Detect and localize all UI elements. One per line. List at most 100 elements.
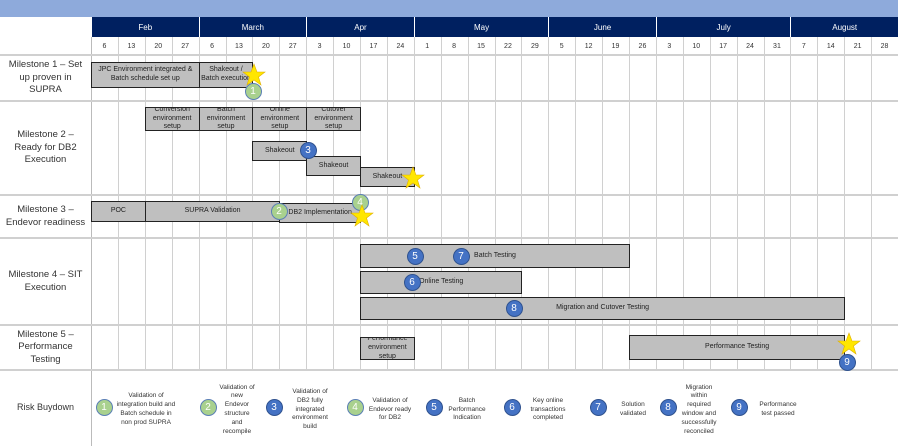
- week-label: 10: [342, 42, 351, 50]
- row-label: Milestone 5 – Performance Testing: [17, 328, 74, 365]
- marker-8-icon: 8: [505, 299, 523, 317]
- task-bar: SUPRA Validation: [144, 201, 281, 222]
- risk-marker-5-icon: 5: [425, 399, 443, 416]
- week-label: 7: [801, 42, 806, 50]
- marker-6-icon: 6: [403, 273, 421, 291]
- marker-1-icon: 1: [244, 82, 262, 100]
- risk-marker-8-icon: 8: [659, 399, 677, 416]
- grid-line: [709, 37, 711, 370]
- week-label: 13: [127, 42, 136, 50]
- month-header: June: [548, 17, 656, 37]
- grid-line: [413, 37, 415, 370]
- month-header: March: [198, 17, 307, 37]
- task-bar: Shakeout: [252, 141, 308, 161]
- week-label: 12: [584, 42, 593, 50]
- task-bar: Shakeout / Batch execution: [198, 62, 254, 88]
- grid-line: [440, 37, 442, 370]
- week-label: 10: [692, 42, 701, 50]
- row-divider: [0, 369, 898, 371]
- month-header: May: [413, 17, 549, 37]
- task-bar: Online Testing: [360, 271, 523, 294]
- week-label: 27: [288, 42, 297, 50]
- risk-description: Solution validated: [619, 401, 647, 417]
- month-header: July: [655, 17, 791, 37]
- week-label: 24: [746, 42, 754, 50]
- task-bar: Performance environment setup: [360, 337, 415, 360]
- grid-line: [575, 37, 577, 370]
- risk-description: Validation of DB2 fully integrated envir…: [292, 388, 328, 431]
- milestone-star-icon: [401, 166, 425, 190]
- grid-line: [494, 37, 496, 370]
- grid-line: [763, 37, 765, 370]
- week-label: 24: [396, 42, 405, 50]
- week-label: 28: [880, 42, 889, 50]
- week-label: 17: [369, 42, 378, 50]
- grid-line: [629, 37, 630, 370]
- grid-line: [521, 37, 523, 370]
- risk-description: Validation of new Endevor structure and …: [219, 383, 255, 435]
- row-divider: [0, 237, 898, 239]
- week-label: 3: [667, 42, 672, 50]
- title-band: [0, 0, 898, 17]
- week-label: 3: [317, 42, 322, 50]
- risk-description: Validation of integration build and Batc…: [116, 392, 176, 426]
- task-bar: Shakeout: [360, 167, 415, 187]
- marker-3-icon: 3: [299, 141, 317, 159]
- task-bar: Conversion environment setup: [144, 107, 200, 131]
- task-bar: POC: [91, 201, 146, 222]
- week-label: 14: [826, 42, 835, 50]
- week-label: 8: [452, 42, 457, 50]
- task-bar: Cutover environment setup: [306, 107, 361, 131]
- marker-7-icon: 7: [452, 247, 470, 265]
- risk-marker-7-icon: 7: [589, 399, 607, 416]
- week-label: 5: [559, 42, 564, 50]
- risk-description: Batch Performance Indication: [448, 396, 486, 422]
- task-bar: Migration and Cutover Testing: [360, 297, 846, 320]
- week-label: 15: [477, 42, 485, 50]
- grid-line: [790, 37, 792, 370]
- week-label: 26: [638, 42, 647, 50]
- grid-line: [871, 37, 873, 370]
- task-bar: Batch environment setup: [198, 107, 254, 131]
- week-label: 19: [611, 42, 620, 50]
- milestone-star-icon: [242, 63, 266, 87]
- risk-marker-1-icon: 1: [95, 399, 113, 416]
- week-label: 13: [235, 42, 243, 50]
- risk-marker-3-icon: 3: [265, 399, 283, 416]
- risk-marker-4-icon: 4: [346, 399, 364, 416]
- grid-line: [655, 37, 657, 370]
- milestone-star-icon: [350, 204, 374, 228]
- grid-line: [548, 37, 550, 370]
- week-label: 21: [853, 42, 862, 50]
- task-bar: Performance Testing: [629, 335, 846, 360]
- week-label: 27: [181, 42, 190, 50]
- row-label: Milestone 3 – Endevor readiness: [5, 204, 86, 228]
- marker-5-icon: 5: [406, 247, 424, 265]
- row-divider: [0, 54, 898, 56]
- row-label: Risk Buydown: [16, 402, 75, 413]
- marker-9-icon: 9: [838, 353, 856, 371]
- row-divider: [0, 324, 898, 326]
- task-bar: Shakeout: [306, 156, 361, 176]
- grid-line: [817, 37, 819, 370]
- risk-marker-6-icon: 6: [503, 399, 521, 416]
- milestone-star-icon: [837, 332, 861, 356]
- month-header: August: [790, 17, 898, 37]
- grid-line: [682, 37, 684, 370]
- month-header: Feb: [91, 17, 199, 37]
- row-divider: [0, 194, 898, 196]
- week-label: 20: [261, 42, 270, 50]
- row-label: Milestone 2 – Ready for DB2 Execution: [14, 129, 77, 166]
- row-label: Milestone 4 – SIT Execution: [8, 269, 83, 293]
- week-label: 6: [210, 42, 214, 50]
- risk-description: Migration within required window and suc…: [681, 383, 717, 435]
- week-label: 6: [102, 42, 107, 50]
- grid-line: [844, 37, 846, 370]
- grid-line: [736, 37, 738, 370]
- grid-line: [467, 37, 469, 370]
- month-header: Apr: [306, 17, 414, 37]
- row-divider: [0, 100, 898, 102]
- row-label: Milestone 1 – Set up proven in SUPRA: [8, 59, 83, 96]
- week-label: 31: [773, 42, 781, 50]
